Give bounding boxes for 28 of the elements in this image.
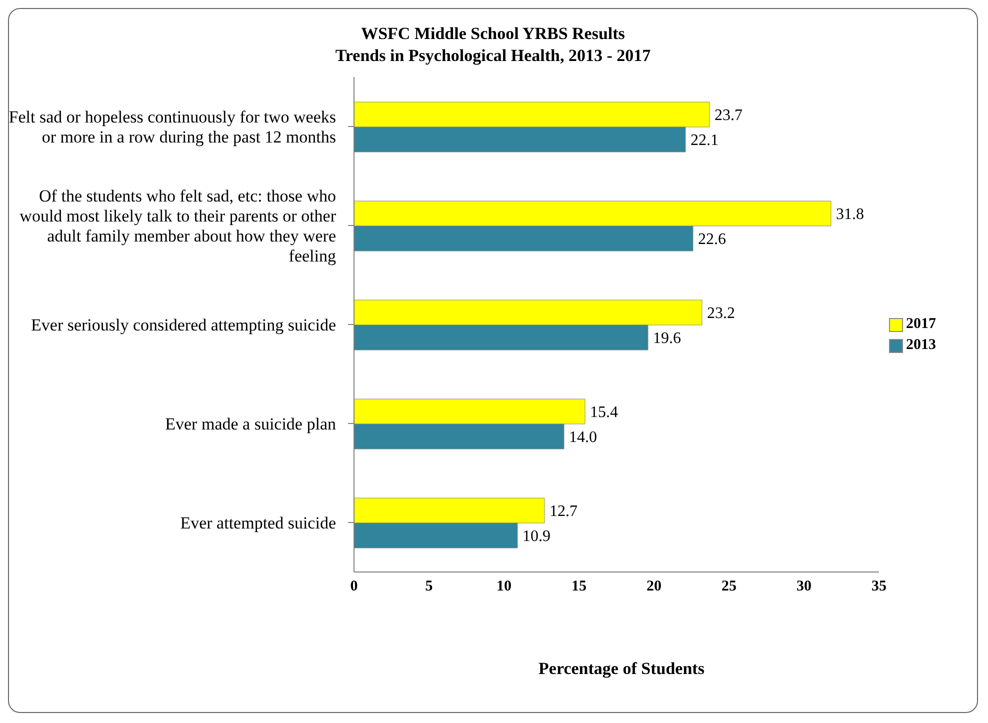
y-tick-label: Ever attempted suicide <box>180 513 336 532</box>
x-axis-title: Percentage of Students <box>538 659 706 679</box>
x-tick-label: 35 <box>872 578 886 595</box>
data-label: 23.2 <box>707 305 735 322</box>
chart-title: WSFC Middle School YRBS Results <box>360 23 626 45</box>
x-tick-label: 15 <box>572 578 586 595</box>
data-label: 22.6 <box>698 231 726 248</box>
data-label: 12.7 <box>550 503 578 520</box>
y-tick-label: Ever seriously considered attempting suicide <box>31 315 336 334</box>
y-tick-label: Ever made a suicide plan <box>165 414 336 434</box>
data-label: 15.4 <box>590 404 618 422</box>
legend-label: 2013 <box>906 337 936 354</box>
chart-subtitle: Trends in Psychological Health, 2013 - 2017 <box>334 45 652 67</box>
y-tick-label: Of the students who felt sad, etc: those who would most likely talk to their parents or other adult family member about how they were feeling <box>20 186 336 266</box>
x-tick-label: 30 <box>796 578 812 595</box>
data-label: 31.8 <box>836 206 864 224</box>
data-label: 10.9 <box>522 528 550 546</box>
x-tick-label: 5 <box>425 578 433 595</box>
data-label: 22.1 <box>690 132 718 150</box>
x-tick-label: 20 <box>646 578 662 595</box>
x-tick-label: 25 <box>722 578 736 595</box>
data-label: 14.0 <box>569 429 597 446</box>
data-label: 23.7 <box>714 107 742 124</box>
legend-label: 2017 <box>906 316 936 333</box>
x-tick-label: 10 <box>496 578 512 595</box>
data-label: 19.6 <box>653 330 681 348</box>
x-tick-label: 0 <box>350 578 358 595</box>
y-tick-label: Felt sad or hopeless continuously for two weeks or more in a row during the past 12 months <box>8 107 336 146</box>
